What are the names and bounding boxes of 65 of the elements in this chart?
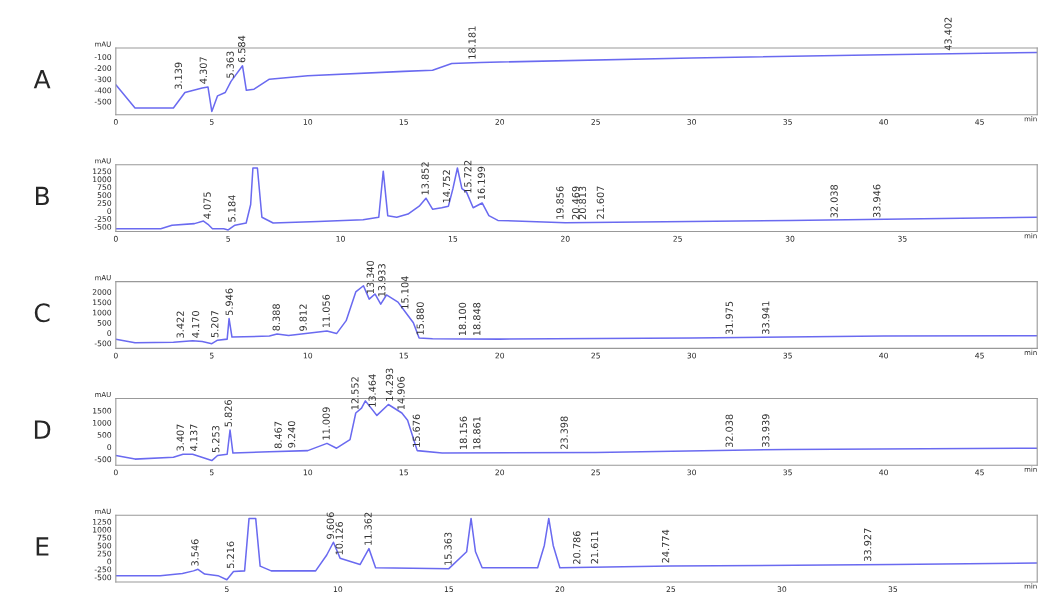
annotation: 32.038 [830, 184, 838, 218]
text: A [33, 70, 51, 89]
text: B [36, 186, 49, 206]
annotation: 18.100 [458, 302, 467, 336]
annotation: 5.253 [212, 425, 220, 453]
annotation: 8.388 [272, 304, 280, 331]
annotation: 4.307 [199, 57, 207, 84]
annotation: 33.941 [762, 301, 770, 334]
text: E [36, 537, 49, 556]
annotation: 13.340 [366, 260, 374, 294]
annotation: 6.584 [237, 35, 246, 63]
annotation: 18.848 [473, 302, 481, 336]
annotation: 14.906 [397, 376, 405, 410]
annotation: 43.402 [944, 17, 952, 51]
annotation: 15.104 [401, 276, 409, 309]
annotation: 20.786 [573, 531, 581, 564]
annotation: 9.240 [287, 421, 296, 448]
annotation: 18.156 [459, 416, 468, 449]
annotation: 15.363 [444, 532, 452, 565]
annotation: 4.170 [191, 311, 200, 338]
annotation: 8.467 [274, 421, 282, 449]
annotation: 33.946 [873, 184, 881, 218]
annotation: 10.126 [335, 521, 343, 555]
annotation: 11.056 [322, 294, 330, 328]
annotation: 11.009 [322, 407, 330, 440]
annotation: 32.038 [725, 414, 733, 448]
annotation: 14.752 [442, 170, 451, 203]
annotation: 5.184 [228, 195, 236, 222]
annotation: 3.407 [176, 424, 184, 451]
annotation: 21.611 [590, 531, 599, 564]
annotation: 9.812 [299, 304, 307, 331]
annotation: 31.975 [725, 301, 733, 335]
annotation: 5.216 [226, 541, 235, 568]
annotation: 15.722 [464, 160, 472, 193]
annotation: 12.552 [351, 377, 359, 410]
annotation: 5.207 [211, 311, 219, 338]
annotation: 5.363 [226, 51, 234, 78]
annotation: 33.939 [762, 414, 770, 447]
annotation: 5.946 [225, 288, 233, 316]
annotation: 4.075 [203, 192, 211, 219]
annotation: 14.293 [385, 368, 394, 401]
annotation: 11.362 [364, 512, 372, 545]
annotation: 20.813 [578, 186, 587, 220]
annotation: 3.546 [191, 539, 199, 566]
annotation: 33.927 [863, 528, 872, 561]
annotation: 24.774 [661, 529, 670, 563]
annotation: 18.861 [473, 416, 481, 449]
annotation: 3.422 [176, 311, 184, 338]
annotation: 21.607 [596, 186, 605, 219]
annotation: 13.933 [378, 264, 386, 297]
annotation: 20.469 [571, 186, 580, 220]
annotation: 23.398 [560, 416, 568, 450]
annotation: 15.676 [412, 414, 421, 447]
annotation: 15.880 [416, 302, 424, 335]
annotation: 9.606 [326, 512, 335, 539]
annotation: 5.826 [224, 399, 232, 427]
text: D [34, 420, 51, 439]
annotation: 19.856 [556, 186, 564, 219]
annotation: 16.199 [477, 166, 485, 200]
annotation: 4.137 [190, 424, 198, 452]
text: C [34, 303, 50, 323]
annotation: 18.181 [468, 26, 476, 59]
annotation: 13.464 [368, 374, 376, 407]
annotation: 3.139 [174, 62, 182, 89]
annotation: 13.852 [421, 162, 429, 195]
